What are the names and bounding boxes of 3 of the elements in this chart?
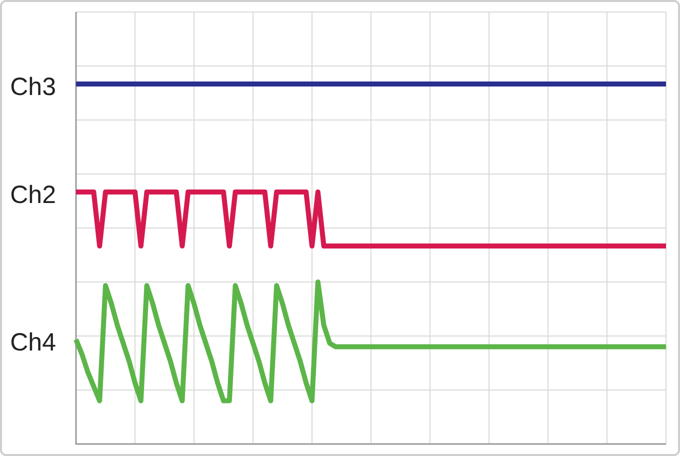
series-label: Ch2: [10, 180, 56, 209]
series-label: Ch4: [10, 328, 56, 356]
series-label: Ch3: [10, 72, 56, 101]
